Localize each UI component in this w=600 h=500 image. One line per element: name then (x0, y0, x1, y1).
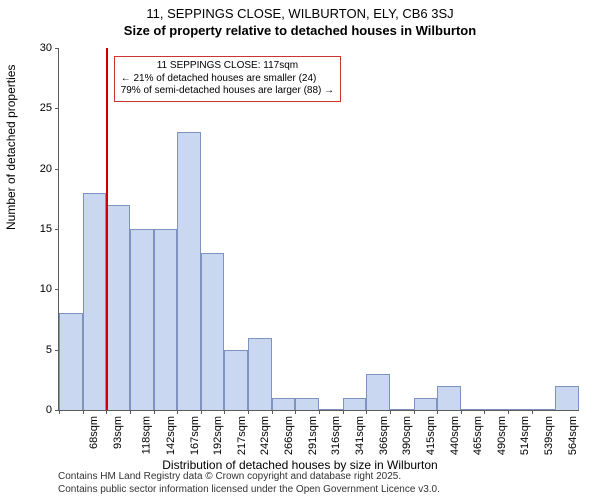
x-tick-label: 192sqm (212, 416, 224, 455)
x-tick-mark (224, 410, 225, 414)
attribution-line-1: Contains HM Land Registry data © Crown c… (58, 471, 440, 484)
x-tick-label: 514sqm (520, 416, 532, 455)
x-tick-mark (59, 410, 60, 414)
histogram-bar (201, 253, 225, 410)
histogram-bar (248, 338, 272, 410)
x-tick-label: 440sqm (449, 416, 461, 455)
x-tick-mark (366, 410, 367, 414)
histogram-bar (272, 398, 296, 410)
x-tick-label: 465sqm (472, 416, 484, 455)
histogram-bar (343, 398, 367, 410)
x-tick-mark (319, 410, 320, 414)
x-axis-label: Distribution of detached houses by size … (0, 458, 600, 472)
x-tick-label: 242sqm (260, 416, 272, 455)
histogram-bar (390, 409, 414, 410)
x-tick-mark (437, 410, 438, 414)
x-tick-label: 490sqm (496, 416, 508, 455)
y-axis-label: Number of detached properties (4, 65, 18, 230)
x-tick-label: 366sqm (378, 416, 390, 455)
histogram-bar (319, 409, 343, 410)
attribution-line-2: Contains public sector information licen… (58, 484, 440, 497)
histogram-bar (555, 386, 579, 410)
x-tick-label: 93sqm (112, 416, 124, 449)
histogram-bar (59, 313, 83, 410)
histogram-bar (177, 132, 201, 410)
x-tick-mark (154, 410, 155, 414)
y-tick-mark (55, 289, 59, 290)
x-tick-label: 118sqm (141, 416, 153, 454)
plot-area: 11 SEPPINGS CLOSE: 117sqm ← 21% of detac… (58, 48, 579, 411)
x-tick-label: 68sqm (88, 416, 100, 449)
x-tick-mark (508, 410, 509, 414)
y-tick-mark (55, 169, 59, 170)
histogram-bar (83, 193, 107, 410)
x-tick-mark (130, 410, 131, 414)
x-tick-mark (106, 410, 107, 414)
x-tick-label: 291sqm (307, 416, 319, 455)
y-tick-label: 30 (22, 42, 52, 54)
histogram-bar (130, 229, 154, 410)
x-tick-label: 390sqm (401, 416, 413, 455)
y-tick-mark (55, 108, 59, 109)
x-tick-label: 316sqm (331, 416, 343, 455)
x-tick-mark (343, 410, 344, 414)
y-tick-label: 5 (22, 344, 52, 356)
x-tick-label: 341sqm (354, 416, 366, 455)
x-tick-label: 217sqm (236, 416, 248, 455)
x-tick-mark (461, 410, 462, 414)
annotation-box: 11 SEPPINGS CLOSE: 117sqm ← 21% of detac… (114, 56, 341, 102)
annotation-line-3: 79% of semi-detached houses are larger (… (121, 85, 334, 98)
x-tick-mark (272, 410, 273, 414)
annotation-line-2: ← 21% of detached houses are smaller (24… (121, 73, 334, 86)
x-tick-label: 266sqm (283, 416, 295, 455)
y-tick-label: 0 (22, 404, 52, 416)
histogram-bar (154, 229, 178, 410)
x-tick-label: 415sqm (425, 416, 437, 455)
annotation-line-1: 11 SEPPINGS CLOSE: 117sqm (121, 60, 334, 73)
histogram-bar (532, 409, 556, 410)
x-tick-mark (484, 410, 485, 414)
histogram-bar (224, 350, 248, 410)
x-tick-label: 564sqm (567, 416, 579, 455)
histogram-bar (414, 398, 438, 410)
chart-container: 11 SEPPINGS CLOSE: 117sqm ← 21% of detac… (58, 48, 578, 410)
x-tick-mark (177, 410, 178, 414)
histogram-bar (295, 398, 319, 410)
histogram-bar (437, 386, 461, 410)
x-tick-mark (83, 410, 84, 414)
x-tick-mark (248, 410, 249, 414)
y-tick-label: 25 (22, 102, 52, 114)
x-tick-label: 539sqm (543, 416, 555, 455)
x-tick-mark (414, 410, 415, 414)
x-tick-label: 167sqm (189, 416, 201, 455)
x-tick-mark (295, 410, 296, 414)
marker-line (106, 48, 108, 410)
y-tick-mark (55, 48, 59, 49)
y-tick-mark (55, 229, 59, 230)
histogram-bar (366, 374, 390, 410)
attribution: Contains HM Land Registry data © Crown c… (58, 471, 440, 496)
histogram-bar (461, 409, 485, 410)
x-tick-label: 142sqm (165, 416, 177, 455)
x-tick-mark (532, 410, 533, 414)
page-title-address: 11, SEPPINGS CLOSE, WILBURTON, ELY, CB6 … (0, 0, 600, 21)
y-tick-label: 15 (22, 223, 52, 235)
y-tick-label: 20 (22, 163, 52, 175)
histogram-bar (106, 205, 130, 410)
page-title-sub: Size of property relative to detached ho… (0, 21, 600, 38)
y-tick-label: 10 (22, 283, 52, 295)
histogram-bar (484, 409, 508, 410)
y-tick-mark (55, 350, 59, 351)
x-tick-mark (390, 410, 391, 414)
histogram-bar (508, 409, 532, 410)
x-tick-mark (201, 410, 202, 414)
